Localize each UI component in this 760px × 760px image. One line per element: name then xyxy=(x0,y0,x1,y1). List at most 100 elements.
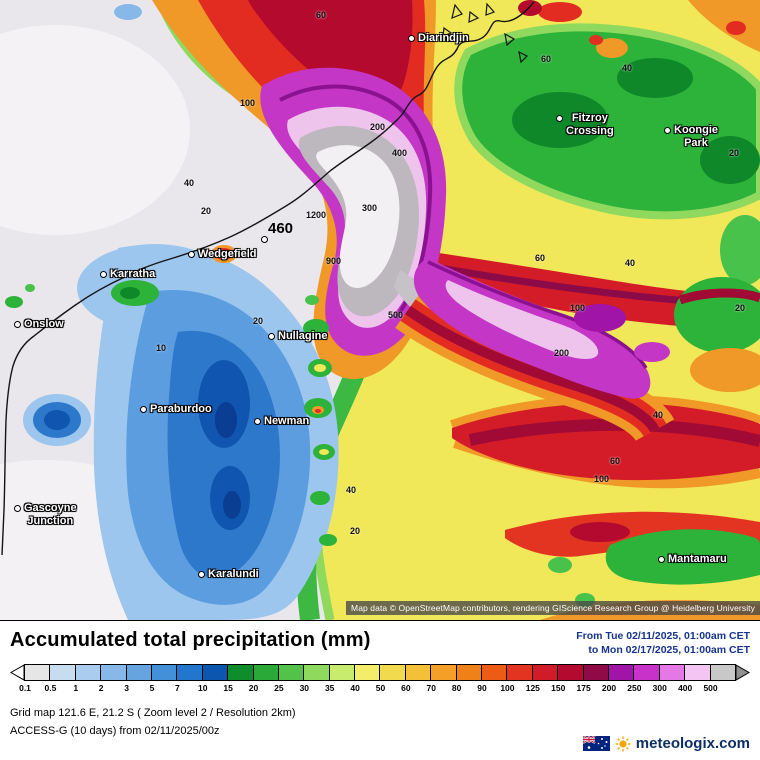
scale-cell: 250 xyxy=(627,665,660,693)
scale-tick-label: 1 xyxy=(73,683,79,694)
scale-cell: 15 xyxy=(223,665,254,693)
place-label: Gascoyne Junction xyxy=(14,502,77,527)
map-labels: Diarindjin Fitzroy Crossing Koongie Park Ka… xyxy=(14,10,746,581)
australia-flag-icon xyxy=(582,736,610,751)
scale-cell: 175 xyxy=(577,665,609,693)
legend-title: Accumulated total precipitation (mm) xyxy=(10,629,371,651)
period-from: From Tue 02/11/2025, 01:00am CET xyxy=(576,630,750,642)
contour-label: 900 xyxy=(326,256,342,266)
contour-label: 40 xyxy=(653,410,664,420)
contour-label: 500 xyxy=(388,310,404,320)
contour-label: 400 xyxy=(392,148,408,158)
scale-cell: 40 xyxy=(350,665,381,693)
scale-tick-label: 90 xyxy=(477,683,487,694)
scale-cell: 7 xyxy=(175,665,203,693)
scale-tick-label: 125 xyxy=(525,683,540,694)
sun-icon xyxy=(615,736,631,751)
scale-tick-label: 200 xyxy=(601,683,617,694)
scale-cell: 60 xyxy=(401,665,432,693)
scale-tick-label: 30 xyxy=(299,683,310,694)
scale-tick-label: 60 xyxy=(401,683,411,694)
scale-cells: 0.1 0.5 1 2 3 5 7 10 15 20 25 30 35 40 50 60 70 80 90 100 12… xyxy=(19,664,736,693)
scale-tick-label: 250 xyxy=(627,683,642,694)
contour-label: 10 xyxy=(156,343,167,353)
scale-tick-label: 15 xyxy=(223,683,233,694)
scale-cell: 10 xyxy=(198,665,229,693)
scale-cell: 3 xyxy=(124,665,152,693)
scale-arrow-right-icon xyxy=(736,664,750,681)
scale-tick-label: 35 xyxy=(324,683,335,694)
scale-cell: 20 xyxy=(249,665,279,693)
place-marker-icon xyxy=(658,556,665,563)
place-marker-icon xyxy=(556,115,563,122)
scale-tick-label: 3 xyxy=(124,683,129,694)
place-label: Mantamaru xyxy=(658,553,727,566)
contour-label: 300 xyxy=(362,203,378,213)
contour-label: 200 xyxy=(554,348,570,358)
place-label: Fitzroy Crossing xyxy=(556,112,614,137)
scale-tick-label: 80 xyxy=(451,683,462,694)
model-info: ACCESS-G (10 days) from 02/11/2025/00z xyxy=(10,724,220,737)
scale-cell: 5 xyxy=(150,665,178,693)
place-label: Nullagine xyxy=(268,330,328,343)
brand-logo[interactable]: meteologix.com xyxy=(582,735,750,752)
contour-label: 100 xyxy=(594,474,610,484)
place-label: Newman xyxy=(254,415,309,428)
scale-cell: 2 xyxy=(99,665,127,693)
contour-label: 20 xyxy=(350,526,361,536)
coastline xyxy=(1,1,535,556)
scale-tick-label: 50 xyxy=(375,683,386,694)
scale-cell: 50 xyxy=(376,665,406,693)
place-marker-icon xyxy=(408,35,415,42)
place-label: Koongie Park xyxy=(664,124,718,149)
scale-cell: 80 xyxy=(452,665,483,693)
contour-label: 20 xyxy=(735,303,746,313)
scale-tick-label: 0.1 xyxy=(19,683,31,694)
scale-tick-label: 300 xyxy=(652,683,667,694)
scale-tick-label: 40 xyxy=(350,683,360,694)
scale-tick-label: 150 xyxy=(551,683,566,694)
place-label: Onslow xyxy=(14,318,64,331)
brand-name: meteologix.com xyxy=(635,735,750,752)
map-attribution: Map data © OpenStreetMap contributors, r… xyxy=(346,601,760,615)
scale-cell: 0.5 xyxy=(44,665,76,693)
contour-label: 40 xyxy=(622,63,633,73)
contour-label: 60 xyxy=(535,253,546,263)
contour-label: 40 xyxy=(346,485,357,495)
scale-cell: 125 xyxy=(526,665,559,693)
scale-tick-label: 70 xyxy=(426,683,436,694)
grid-info: Grid map 121.6 E, 21.2 S ( Zoom level 2 … xyxy=(10,707,296,720)
scale-cell: 30 xyxy=(300,665,330,693)
contour-label: 20 xyxy=(253,316,264,326)
scale-cell: 25 xyxy=(274,665,305,693)
scale-cell: 0.1 xyxy=(19,665,51,693)
islands xyxy=(442,2,529,64)
scale-tick-label: 5 xyxy=(149,683,155,694)
map-svg xyxy=(0,0,760,620)
color-scale: 0.1 0.5 1 2 3 5 7 10 15 20 25 30 35 40 50 60 70 80 90 100 12… xyxy=(10,664,750,693)
scale-cell: 100 xyxy=(500,665,533,693)
contour-label: 60 xyxy=(541,54,552,64)
place-marker-icon xyxy=(100,271,107,278)
place-marker-icon xyxy=(254,418,261,425)
scale-cell: 1 xyxy=(73,665,102,693)
place-label: Karalundi xyxy=(198,568,259,581)
place-marker-icon xyxy=(14,321,21,328)
scale-cell: 200 xyxy=(602,665,635,693)
contour-label: 200 xyxy=(370,122,386,132)
precipitation-map[interactable]: Diarindjin Fitzroy Crossing Koongie Park Ka… xyxy=(0,0,760,620)
scale-tick-label: 0.5 xyxy=(44,683,57,694)
scale-tick-label: 25 xyxy=(274,683,284,694)
scale-cell: 150 xyxy=(551,665,584,693)
scale-tick-label: 100 xyxy=(500,683,515,694)
scale-cell: 35 xyxy=(325,665,356,693)
contour-label: 60 xyxy=(610,456,621,466)
scale-tick-label: 7 xyxy=(174,683,180,694)
scale-tick-label: 10 xyxy=(198,683,208,694)
place-marker-icon xyxy=(198,571,205,578)
contour-label: 60 xyxy=(316,10,327,20)
contour-label: 20 xyxy=(729,148,740,158)
place-marker-icon xyxy=(268,333,275,340)
scale-tick-label: 20 xyxy=(248,683,259,694)
scale-tick-label: 175 xyxy=(576,683,591,694)
